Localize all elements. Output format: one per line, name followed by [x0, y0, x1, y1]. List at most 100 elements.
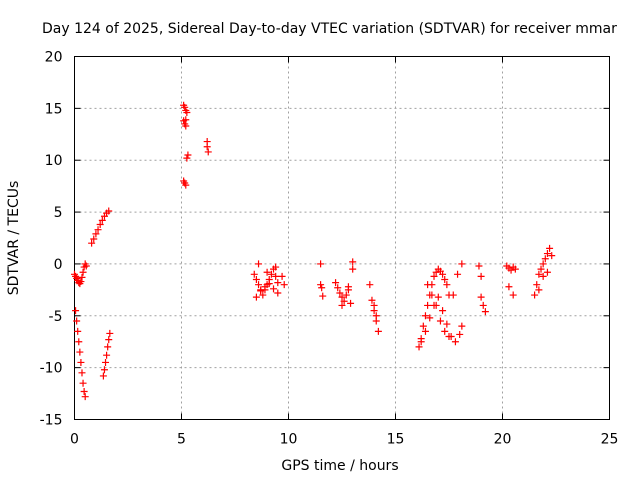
- data-point: [274, 279, 282, 287]
- data-point: [103, 351, 111, 359]
- data-point: [82, 262, 90, 270]
- x-axis-ticks: 0 5 10 15 20 25: [70, 56, 619, 448]
- data-point: [338, 301, 346, 309]
- data-point: [79, 379, 87, 387]
- data-point: [543, 250, 551, 258]
- y-tick-label: 20: [45, 50, 63, 66]
- data-point: [78, 273, 86, 281]
- data-point: [336, 289, 344, 297]
- data-point: [88, 239, 96, 247]
- data-point: [479, 301, 487, 309]
- data-point: [374, 327, 382, 335]
- data-point: [511, 265, 519, 273]
- x-tick-label: 0: [70, 432, 79, 448]
- data-point: [182, 116, 190, 124]
- data-point: [96, 221, 104, 229]
- data-point: [451, 338, 459, 346]
- data-point: [272, 263, 280, 271]
- data-point: [317, 260, 325, 268]
- data-point: [342, 291, 350, 299]
- data-point: [539, 272, 547, 280]
- data-point: [263, 268, 271, 276]
- data-point: [250, 270, 258, 278]
- data-point: [78, 369, 86, 377]
- data-point: [454, 270, 462, 278]
- data-point: [334, 284, 342, 292]
- data-point: [417, 338, 425, 346]
- data-point: [77, 358, 85, 366]
- data-point: [76, 348, 84, 356]
- data-point: [443, 320, 451, 328]
- data-point: [81, 393, 89, 401]
- data-point: [430, 272, 438, 280]
- y-tick-label: -5: [49, 309, 63, 325]
- data-point: [278, 272, 286, 280]
- data-point: [477, 293, 485, 301]
- data-point: [104, 343, 112, 351]
- data-point: [255, 281, 263, 289]
- data-point: [372, 312, 380, 320]
- plot-frame: [74, 56, 610, 420]
- data-point: [182, 181, 190, 189]
- data-point: [541, 255, 549, 263]
- data-point: [183, 154, 191, 162]
- x-tick-label: 5: [177, 432, 186, 448]
- data-point: [338, 293, 346, 301]
- data-point: [535, 286, 543, 294]
- data-point: [481, 308, 489, 316]
- data-point: [344, 283, 352, 291]
- data-point: [340, 297, 348, 305]
- y-axis-label: SDTVAR / TECUs: [6, 181, 22, 296]
- data-point: [537, 265, 545, 273]
- data-point: [509, 291, 517, 299]
- data-point: [475, 262, 483, 270]
- data-point: [257, 287, 265, 295]
- x-tick-label: 20: [494, 432, 512, 448]
- x-tick-label: 25: [601, 432, 619, 448]
- data-point: [317, 281, 325, 289]
- data-point: [90, 235, 98, 243]
- data-point: [92, 230, 100, 238]
- data-point: [477, 272, 485, 280]
- data-point: [259, 291, 267, 299]
- data-point: [100, 366, 108, 374]
- data-point: [421, 312, 429, 320]
- data-point: [445, 333, 453, 341]
- data-point: [347, 299, 355, 307]
- data-point: [370, 301, 378, 309]
- data-point: [456, 330, 464, 338]
- data-point: [434, 293, 442, 301]
- data-point: [274, 289, 282, 297]
- data-point: [252, 293, 260, 301]
- data-point: [441, 327, 449, 335]
- data-point: [77, 278, 85, 286]
- data-point: [424, 281, 432, 289]
- data-point: [204, 148, 212, 156]
- data-point: [181, 103, 189, 111]
- data-point: [366, 281, 374, 289]
- chart-title: Day 124 of 2025, Sidereal Day-to-day VTE…: [42, 21, 617, 37]
- data-point: [505, 283, 513, 291]
- data-point: [106, 329, 114, 337]
- data-point: [533, 281, 541, 289]
- data-point: [203, 143, 211, 151]
- data-point: [255, 260, 263, 268]
- data-point: [102, 358, 110, 366]
- data-point: [270, 285, 278, 293]
- y-tick-label: 5: [54, 205, 63, 221]
- data-point: [183, 109, 191, 117]
- data-point: [441, 275, 449, 283]
- x-axis-label: GPS time / hours: [281, 458, 398, 474]
- data-point: [531, 291, 539, 299]
- data-point: [252, 275, 260, 283]
- data-point: [72, 307, 80, 315]
- data-point: [349, 265, 357, 273]
- y-tick-label: -10: [40, 361, 63, 377]
- data-point: [80, 387, 88, 395]
- grid-lines: [74, 56, 610, 420]
- data-point: [415, 343, 423, 351]
- data-point: [426, 314, 434, 322]
- data-point: [105, 336, 113, 344]
- y-tick-label: 10: [45, 153, 63, 169]
